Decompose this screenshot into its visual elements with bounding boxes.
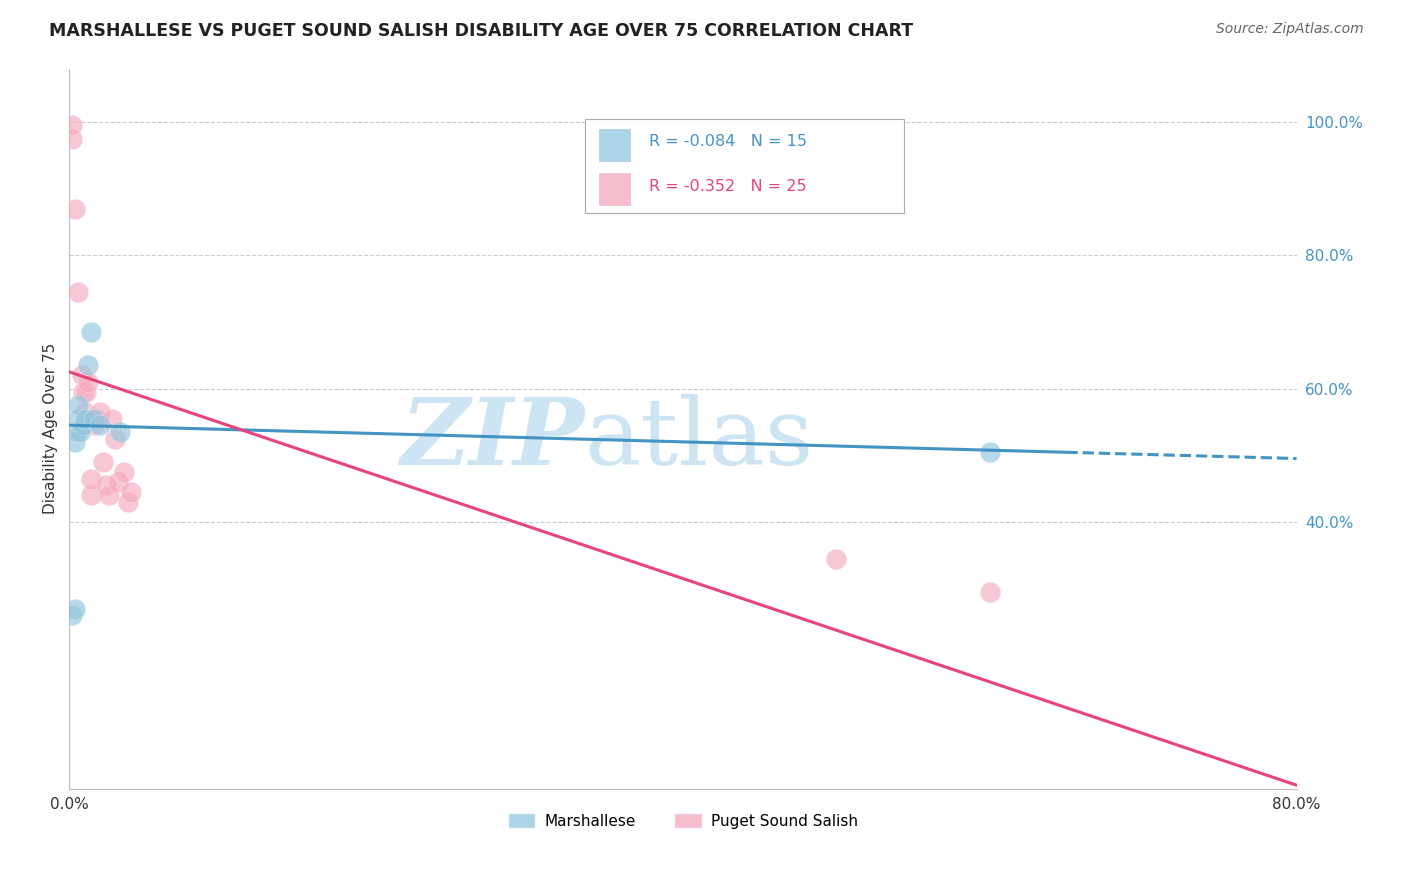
Point <box>94 478 117 492</box>
Point <box>98 488 121 502</box>
Point <box>67 398 90 412</box>
Point <box>67 285 90 299</box>
Text: R = -0.352   N = 25: R = -0.352 N = 25 <box>648 178 806 194</box>
Point <box>979 445 1001 459</box>
Point <box>65 601 87 615</box>
Bar <box>599 173 630 205</box>
Point <box>101 411 124 425</box>
Point <box>73 405 96 419</box>
Point <box>60 608 83 623</box>
Point <box>60 118 83 132</box>
Point <box>117 495 139 509</box>
Point <box>65 202 87 216</box>
Point <box>91 455 114 469</box>
Text: MARSHALLESE VS PUGET SOUND SALISH DISABILITY AGE OVER 75 CORRELATION CHART: MARSHALLESE VS PUGET SOUND SALISH DISABI… <box>49 22 914 40</box>
Point <box>80 325 103 339</box>
Point <box>108 425 131 439</box>
Text: atlas: atlas <box>585 394 814 484</box>
Point <box>69 425 91 439</box>
Point <box>76 358 98 372</box>
Point <box>83 418 105 433</box>
Point <box>120 484 142 499</box>
Point <box>89 405 111 419</box>
Point <box>114 465 136 479</box>
Bar <box>599 128 630 161</box>
Point <box>72 418 94 433</box>
Bar <box>585 119 904 212</box>
Point <box>825 551 848 566</box>
Text: ZIP: ZIP <box>401 394 585 484</box>
Point <box>83 411 105 425</box>
Point <box>70 368 93 383</box>
Point <box>76 375 98 389</box>
Point <box>107 475 129 489</box>
Text: Source: ZipAtlas.com: Source: ZipAtlas.com <box>1216 22 1364 37</box>
Point <box>73 411 96 425</box>
Point <box>65 434 87 449</box>
Point <box>979 585 1001 599</box>
Point <box>104 432 127 446</box>
Point <box>72 384 94 399</box>
Point <box>80 488 103 502</box>
Point <box>67 411 90 425</box>
Point <box>75 384 97 399</box>
Point <box>66 425 89 439</box>
Point <box>60 131 83 145</box>
Y-axis label: Disability Age Over 75: Disability Age Over 75 <box>44 343 58 514</box>
Legend: Marshallese, Puget Sound Salish: Marshallese, Puget Sound Salish <box>502 807 863 835</box>
Point <box>89 418 111 433</box>
Point <box>86 411 108 425</box>
Text: R = -0.084   N = 15: R = -0.084 N = 15 <box>648 134 807 149</box>
Point <box>80 471 103 485</box>
